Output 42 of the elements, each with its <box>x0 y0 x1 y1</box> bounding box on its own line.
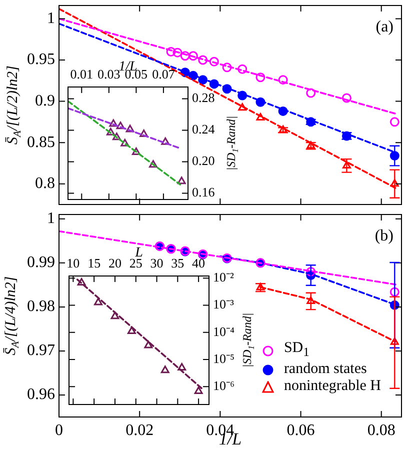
y-tick-label: 10⁻³ <box>213 296 234 312</box>
x-tick-label: 30 <box>150 256 164 271</box>
y-tick-label: 0.9 <box>35 92 55 110</box>
legend-label: nonintegrable H <box>284 378 381 395</box>
y-axis-title: |SD1-Rand| <box>224 116 240 171</box>
x-tick-label: 0.02 <box>126 422 154 439</box>
x-tick-label: 35 <box>171 256 184 271</box>
y-tick-label: 10⁻⁴ <box>213 324 235 339</box>
x-tick-label: 0.03 <box>98 66 120 82</box>
x-tick-label: 0.07 <box>152 66 176 82</box>
x-tick-label: 0 <box>55 422 63 439</box>
y-tick-label: 0.97 <box>27 342 55 360</box>
y-tick-label: 10⁻⁵ <box>213 350 235 366</box>
y-tick-label: 0.98 <box>27 298 55 316</box>
y-tick-label: 0.96 <box>27 386 55 404</box>
x-tick-label: 0.08 <box>367 422 396 439</box>
annotation: (b) <box>374 228 394 245</box>
y-tick-label: 0.16 <box>192 184 216 200</box>
y-tick-label: 1 <box>47 10 55 27</box>
y-tick-label: 0.24 <box>192 122 216 137</box>
x-tick-label: 0.06 <box>286 422 315 439</box>
y-tick-label: 0.85 <box>27 134 55 151</box>
legend-label: SD$_{1}$ <box>284 340 310 361</box>
x-tick-label: 20 <box>108 256 122 271</box>
y-tick-label: 10⁻⁶ <box>213 378 235 394</box>
x-tick-label: 25 <box>129 256 142 271</box>
y-tick-label: 1 <box>47 210 55 228</box>
y-tick-label: 0.28 <box>192 90 215 106</box>
y-axis-title: S̄A/[(L/4)ln2] <box>2 276 22 356</box>
x-tick-label: 10 <box>66 256 80 271</box>
annotation: (a) <box>376 18 394 36</box>
legend-label: random states <box>284 361 367 378</box>
x-tick-label: 0.01 <box>70 66 94 82</box>
x-tick-label: 15 <box>88 256 101 271</box>
y-tick-label: 0.95 <box>27 51 55 68</box>
y-axis-title: |SD1-Rand| <box>240 312 256 368</box>
y-tick-label: 10⁻² <box>213 270 234 285</box>
y-tick-label: 0.8 <box>35 175 55 192</box>
y-axis-title: S̄A/[(L/2)ln2] <box>4 65 24 144</box>
x-tick-label: 40 <box>192 256 206 271</box>
y-tick-label: 0.20 <box>192 153 215 168</box>
y-tick-label: 0.99 <box>27 254 55 272</box>
